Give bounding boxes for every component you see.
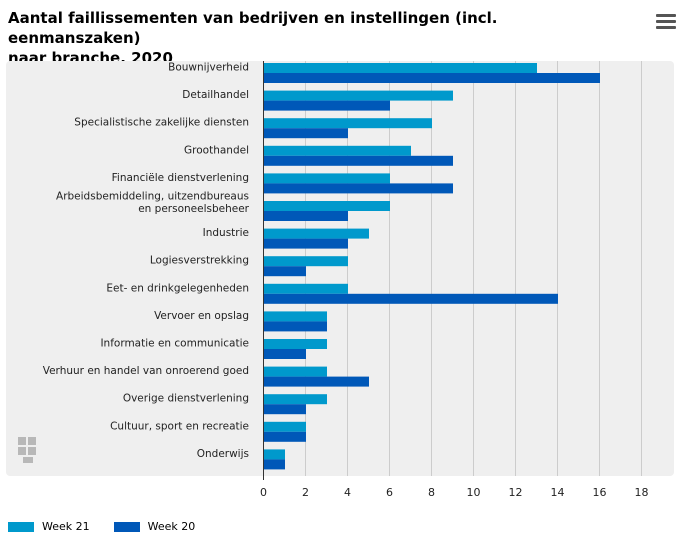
category-label: Eet- en drinkgelegenheden	[106, 282, 249, 294]
bar-week20[interactable]	[264, 238, 348, 249]
x-tick-label: 8	[428, 486, 435, 499]
category-label: Onderwijs	[197, 448, 249, 460]
category-label-line: Groothandel	[184, 144, 249, 156]
x-tick-label: 6	[386, 486, 393, 499]
bar-week20[interactable]	[264, 431, 306, 442]
bar-week21[interactable]	[264, 394, 327, 405]
bar-week21[interactable]	[264, 201, 390, 211]
category-label-line: Specialistische zakelijke diensten	[74, 117, 249, 129]
bar-week20[interactable]	[264, 128, 348, 139]
category-label-line: Bouwnijverheid	[168, 62, 249, 74]
category-label-line: Logiesverstrekking	[150, 255, 249, 267]
x-tick-label: 10	[467, 486, 481, 499]
x-tick-label: 18	[635, 486, 649, 499]
category-label: Verhuur en handel van onroerend goed	[43, 365, 249, 377]
category-label: Financiële dienstverlening	[112, 172, 249, 184]
category-label: Overige dienstverlening	[123, 393, 249, 405]
bar-week20[interactable]	[264, 211, 348, 221]
category-label-line: en personeelsbeheer	[138, 203, 249, 215]
legend-swatch-week21	[8, 521, 34, 532]
category-label: Specialistische zakelijke diensten	[74, 117, 249, 129]
category-label: Bouwnijverheid	[168, 62, 249, 74]
bar-week20[interactable]	[264, 321, 327, 332]
bar-week20[interactable]	[264, 459, 285, 470]
x-tick-label: 4	[344, 486, 351, 499]
category-label: Detailhandel	[182, 89, 249, 101]
category-label: Logiesverstrekking	[150, 255, 249, 267]
bar-week20[interactable]	[264, 183, 453, 194]
bar-week21[interactable]	[264, 256, 348, 267]
x-tick-label: 16	[593, 486, 607, 499]
category-label-line: Detailhandel	[182, 89, 249, 101]
category-label: Informatie en communicatie	[100, 338, 249, 350]
category-label-line: Overige dienstverlening	[123, 393, 249, 405]
bar-week21[interactable]	[264, 449, 285, 460]
category-label: Cultuur, sport en recreatie	[110, 420, 249, 432]
bar-week21[interactable]	[264, 90, 453, 101]
category-label-line: Verhuur en handel van onroerend goed	[43, 365, 249, 377]
bar-week20[interactable]	[264, 100, 390, 111]
x-tick-label: 14	[551, 486, 565, 499]
category-label: Groothandel	[184, 144, 249, 156]
category-label-line: Onderwijs	[197, 448, 249, 460]
cbs-logo-icon	[18, 437, 36, 463]
bar-week21[interactable]	[264, 283, 348, 294]
category-label-line: Industrie	[203, 227, 249, 239]
bars	[264, 63, 600, 470]
category-label-line: Eet- en drinkgelegenheden	[106, 282, 249, 294]
legend-label-week20: Week 20	[147, 520, 196, 533]
bar-week20[interactable]	[264, 404, 306, 415]
chart-title-line-1: Aantal faillissementen van bedrijven en …	[8, 9, 498, 47]
legend-label-week21: Week 21	[42, 520, 90, 533]
bar-week21[interactable]	[264, 118, 432, 129]
bar-week21[interactable]	[264, 421, 306, 432]
category-label: Industrie	[203, 227, 249, 239]
hamburger-menu-icon[interactable]	[656, 14, 676, 30]
bar-week21[interactable]	[264, 228, 369, 239]
menu-bar	[656, 26, 676, 29]
x-tick-label: 0	[260, 486, 267, 499]
legend-item-week21[interactable]: Week 21	[8, 520, 90, 533]
menu-bar	[656, 14, 676, 17]
legend-swatch-week20	[113, 521, 140, 532]
bar-week21[interactable]	[264, 63, 537, 73]
bar-week20[interactable]	[264, 155, 453, 166]
category-label-line: Vervoer en opslag	[154, 310, 249, 322]
category-label: Arbeidsbemiddeling, uitzendbureaus en per…	[56, 191, 250, 216]
x-axis-ticks: 0 2 4 6 8 10 12 14 16 18	[260, 486, 649, 499]
bar-week20[interactable]	[264, 376, 369, 387]
category-labels: Bouwnijverheid Detailhandel Specialistisch…	[43, 62, 250, 460]
category-label-line: Financiële dienstverlening	[112, 172, 249, 184]
category-label: Vervoer en opslag	[154, 310, 249, 322]
category-label-line: Informatie en communicatie	[100, 338, 249, 350]
bar-week20[interactable]	[264, 73, 600, 83]
bar-week21[interactable]	[264, 339, 327, 349]
bar-week20[interactable]	[264, 266, 306, 277]
bar-week21[interactable]	[264, 366, 327, 377]
bar-week20[interactable]	[264, 293, 558, 304]
category-label-line: Cultuur, sport en recreatie	[110, 420, 249, 432]
category-label-line: Arbeidsbemiddeling, uitzendbureaus	[56, 191, 249, 203]
x-tick-label: 12	[509, 486, 523, 499]
bar-week21[interactable]	[264, 145, 411, 156]
bar-week20[interactable]	[264, 349, 306, 359]
bar-week21[interactable]	[264, 311, 327, 322]
menu-bar	[656, 20, 676, 23]
chart-plot-background	[6, 61, 674, 476]
bar-week21[interactable]	[264, 173, 390, 184]
x-tick-label: 2	[302, 486, 309, 499]
legend: Week 21 Week 20	[8, 520, 219, 533]
legend-item-week20[interactable]: Week 20	[113, 520, 196, 533]
